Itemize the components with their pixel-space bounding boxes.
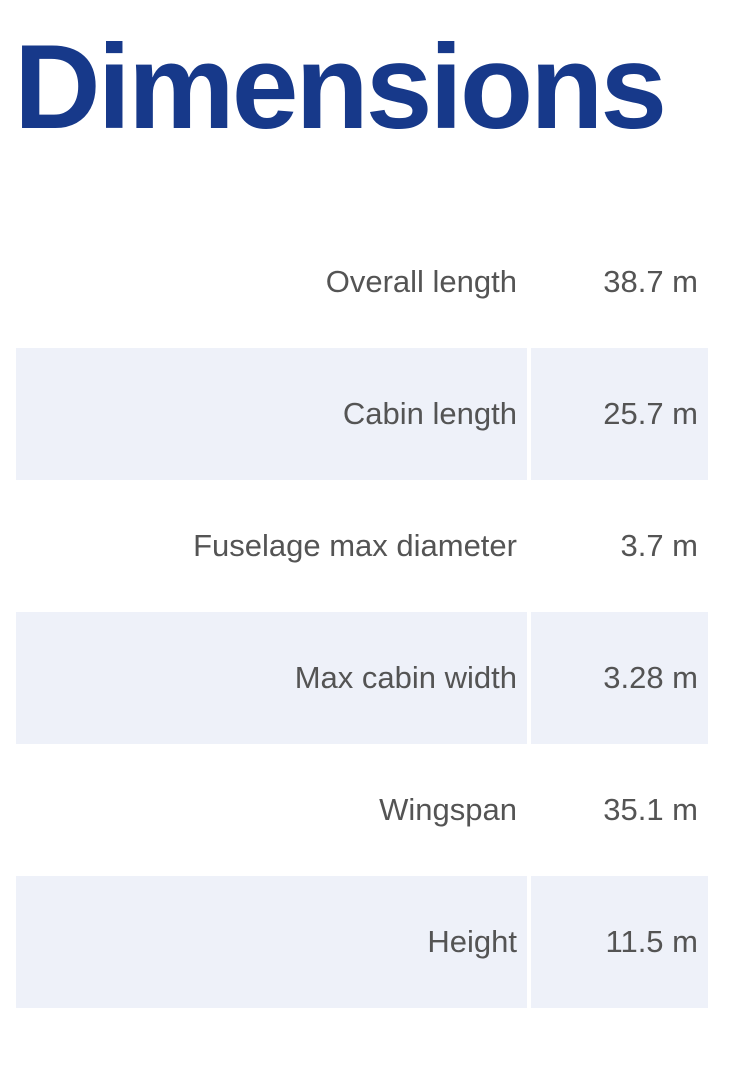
spec-value-fuselage-max-diameter: 3.7 m — [620, 528, 698, 563]
table-row: Max cabin width 3.28 m — [16, 612, 708, 744]
table-row: Overall length 38.7 m — [16, 216, 708, 348]
dimensions-table: Overall length 38.7 m Cabin length 25.7 … — [16, 216, 708, 1008]
table-row: Cabin length 25.7 m — [16, 348, 708, 480]
spec-label-overall-length: Overall length — [16, 216, 531, 348]
spec-value-overall-length: 38.7 m — [603, 264, 698, 299]
spec-label-wingspan: Wingspan — [16, 744, 531, 876]
spec-label-fuselage-max-diameter: Fuselage max diameter — [16, 480, 531, 612]
spec-label-height: Height — [16, 876, 531, 1008]
spec-label-cabin-length: Cabin length — [16, 348, 531, 480]
table-row: Fuselage max diameter 3.7 m — [16, 480, 708, 612]
table-row: Height 11.5 m — [16, 876, 708, 1008]
spec-label-max-cabin-width: Max cabin width — [16, 612, 531, 744]
spec-value-max-cabin-width: 3.28 m — [531, 612, 708, 744]
table-row: Wingspan 35.1 m — [16, 744, 708, 876]
spec-value-wingspan: 35.1 m — [603, 792, 698, 827]
spec-value-cabin-length: 25.7 m — [531, 348, 708, 480]
spec-value-height: 11.5 m — [531, 876, 708, 1008]
page-title: Dimensions — [14, 20, 667, 154]
